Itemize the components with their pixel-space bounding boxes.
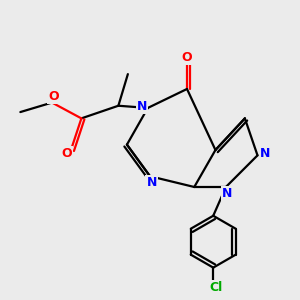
Text: O: O (182, 51, 192, 64)
Text: O: O (48, 90, 59, 103)
Text: O: O (61, 147, 71, 160)
Text: Cl: Cl (210, 281, 223, 294)
Text: N: N (222, 187, 233, 200)
Text: N: N (137, 100, 147, 113)
Text: N: N (146, 176, 157, 189)
Text: N: N (260, 147, 271, 160)
